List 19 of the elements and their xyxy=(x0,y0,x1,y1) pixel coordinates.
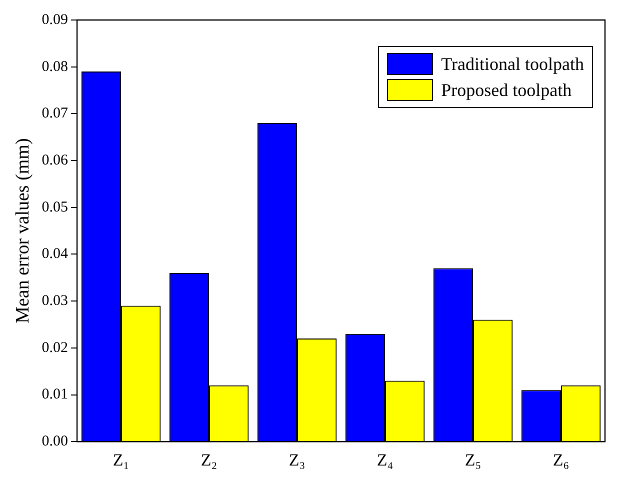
x-tick-label: Z₁ xyxy=(112,450,130,470)
y-axis-title: Mean error values (mm) xyxy=(12,138,34,324)
y-tick-label: 0.05 xyxy=(42,199,68,216)
y-tick-label: 0.01 xyxy=(42,386,68,403)
y-tick-label: 0.02 xyxy=(42,340,68,356)
y-tick-label: 0.09 xyxy=(42,12,68,28)
y-tick-label: 0.00 xyxy=(42,434,68,450)
y-tick-label: 0.06 xyxy=(42,152,69,168)
legend-label: Traditional toolpath xyxy=(441,53,584,76)
y-tick-label: 0.04 xyxy=(42,246,69,262)
x-tick-label: Z₅ xyxy=(464,450,482,470)
y-tick-label: 0.03 xyxy=(42,293,68,310)
x-tick-label: Z₆ xyxy=(552,450,570,470)
y-tick-label: 0.07 xyxy=(42,106,69,122)
legend-label: Proposed toolpath xyxy=(441,79,572,102)
x-tick-label: Z₃ xyxy=(288,450,306,470)
x-tick-label: Z₄ xyxy=(376,450,394,470)
y-tick-label: 0.08 xyxy=(42,58,68,75)
x-tick-label: Z₂ xyxy=(200,450,218,470)
